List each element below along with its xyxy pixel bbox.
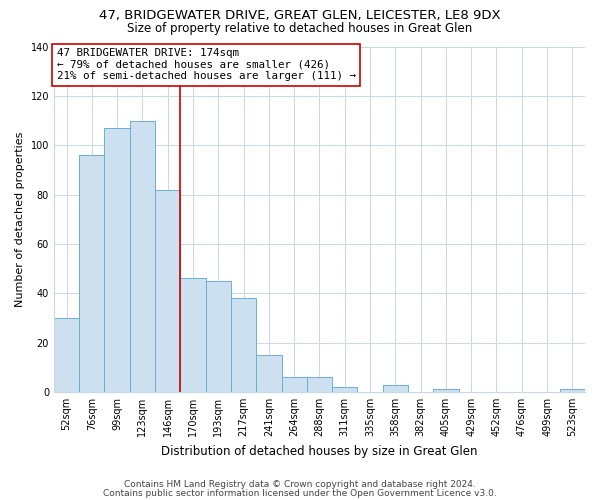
Bar (54, 318, 79, 392)
Bar (560, 390, 585, 392)
Text: 47 BRIDGEWATER DRIVE: 174sqm
← 79% of detached houses are smaller (426)
21% of s: 47 BRIDGEWATER DRIVE: 174sqm ← 79% of de… (56, 48, 356, 82)
Bar (104, 128, 130, 392)
Bar (231, 298, 256, 392)
Bar (281, 377, 307, 392)
Bar (130, 120, 155, 392)
Y-axis label: Number of detached properties: Number of detached properties (15, 132, 25, 307)
Text: Contains public sector information licensed under the Open Government Licence v3: Contains public sector information licen… (103, 489, 497, 498)
Bar (332, 387, 358, 392)
Bar (383, 384, 408, 392)
Bar (155, 190, 181, 392)
Bar (79, 155, 104, 392)
Text: Contains HM Land Registry data © Crown copyright and database right 2024.: Contains HM Land Registry data © Crown c… (124, 480, 476, 489)
X-axis label: Distribution of detached houses by size in Great Glen: Distribution of detached houses by size … (161, 444, 478, 458)
Text: 47, BRIDGEWATER DRIVE, GREAT GLEN, LEICESTER, LE8 9DX: 47, BRIDGEWATER DRIVE, GREAT GLEN, LEICE… (99, 9, 501, 22)
Bar (256, 355, 281, 392)
Bar (181, 278, 206, 392)
Bar (433, 390, 458, 392)
Bar (307, 377, 332, 392)
Bar (206, 281, 231, 392)
Text: Size of property relative to detached houses in Great Glen: Size of property relative to detached ho… (127, 22, 473, 35)
